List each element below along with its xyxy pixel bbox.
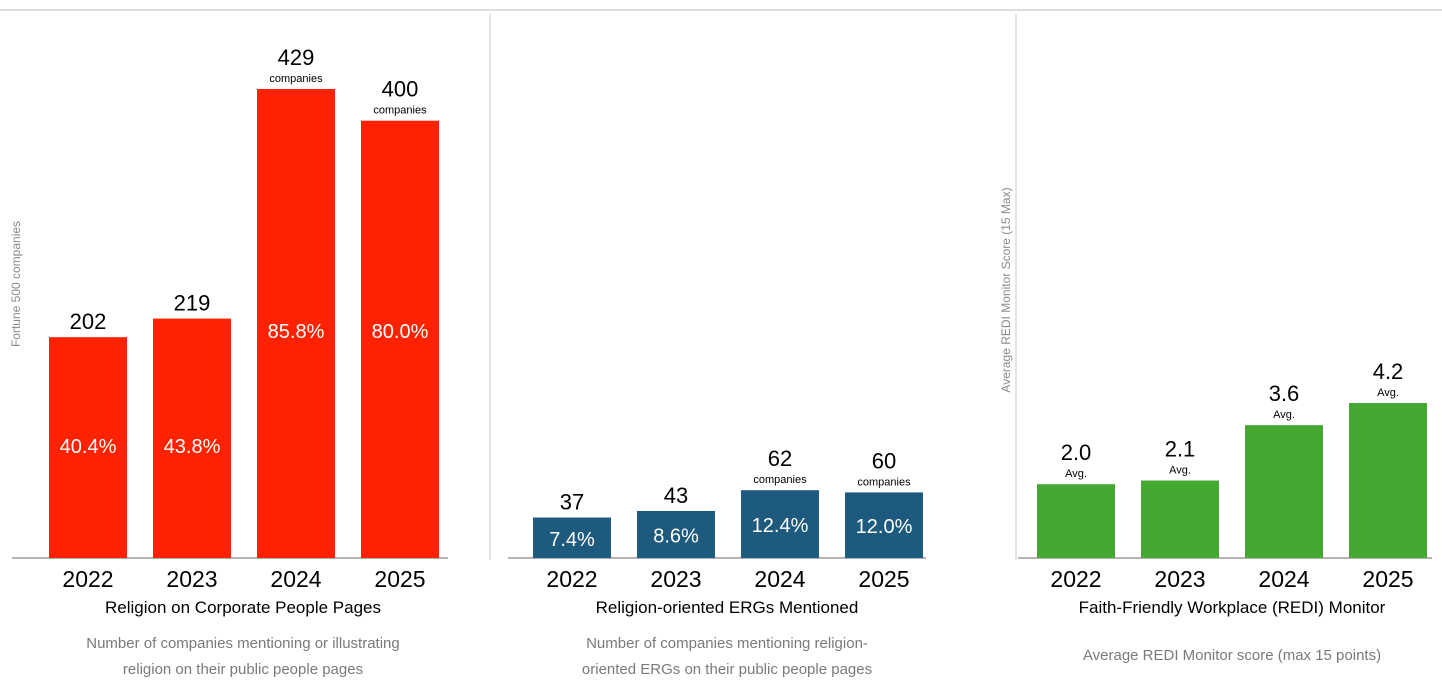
- bar-2024: [1245, 425, 1323, 558]
- x-tick-label: 2025: [1362, 566, 1413, 592]
- panel-subtitle: Number of companies mentioning religion-: [586, 635, 868, 652]
- panel-subtitle: Number of companies mentioning or illust…: [86, 635, 399, 652]
- panel-subtitle: Average REDI Monitor score (max 15 point…: [1083, 647, 1381, 664]
- value-note: companies: [269, 73, 323, 85]
- x-tick-label: 2023: [166, 566, 217, 592]
- bar-2023: [1141, 480, 1219, 558]
- value-note: Avg.: [1065, 468, 1087, 480]
- panel-title: Faith-Friendly Workplace (REDI) Monitor: [1079, 598, 1386, 617]
- value-note: companies: [373, 105, 427, 117]
- value-label: 62: [768, 446, 792, 471]
- x-tick-label: 2024: [754, 566, 805, 592]
- percent-label: 43.8%: [164, 436, 221, 458]
- bar-2024: [257, 89, 335, 558]
- panel-subtitle: religion on their public people pages: [123, 661, 363, 678]
- value-label: 2.0: [1061, 440, 1092, 465]
- value-label: 4.2: [1373, 359, 1404, 384]
- x-tick-label: 2024: [1258, 566, 1309, 592]
- percent-label: 85.8%: [268, 321, 325, 343]
- x-tick-label: 2025: [374, 566, 425, 592]
- chart-panel-2: 37 7.4% 2022 43 8.6% 2023 62 companies 12.4% 2024…: [508, 446, 926, 678]
- panel-title: Religion on Corporate People Pages: [105, 598, 381, 617]
- bar-2025: [845, 492, 923, 558]
- chart-panel-3: Average REDI Monitor Score (15 Max) 2.0 Av…: [999, 187, 1432, 664]
- value-note: Avg.: [1169, 465, 1191, 477]
- x-tick-label: 2022: [546, 566, 597, 592]
- bar-2025: [1349, 403, 1427, 558]
- percent-label: 12.4%: [752, 515, 809, 537]
- x-tick-label: 2025: [858, 566, 909, 592]
- x-tick-label: 2022: [62, 566, 113, 592]
- percent-label: 80.0%: [372, 321, 429, 343]
- value-label: 400: [382, 77, 419, 102]
- percent-label: 7.4%: [549, 529, 595, 551]
- y-axis-label: Average REDI Monitor Score (15 Max): [999, 187, 1013, 392]
- x-tick-label: 2023: [650, 566, 701, 592]
- panel-title: Religion-oriented ERGs Mentioned: [596, 598, 859, 617]
- bar-2023: [153, 318, 231, 558]
- value-note: companies: [857, 476, 911, 488]
- value-label: 60: [872, 448, 896, 473]
- bar-2023: [637, 510, 715, 558]
- x-tick-label: 2023: [1154, 566, 1205, 592]
- value-note: Avg.: [1273, 409, 1295, 421]
- chart-panel-1: Fortune 500 companies 202 40.4% 2022 219 43.8…: [9, 45, 448, 678]
- percent-label: 12.0%: [856, 516, 913, 538]
- percent-label: 40.4%: [60, 436, 117, 458]
- value-label: 37: [560, 490, 584, 515]
- value-note: Avg.: [1377, 387, 1399, 399]
- value-label: 202: [70, 309, 107, 334]
- value-note: companies: [753, 474, 807, 486]
- bar-2022: [533, 517, 611, 558]
- bar-2025: [361, 120, 439, 558]
- bar-2022: [49, 337, 127, 558]
- bar-2024: [741, 490, 819, 558]
- y-axis-label: Fortune 500 companies: [9, 221, 23, 347]
- panel-subtitle: oriented ERGs on their public people pag…: [582, 661, 872, 678]
- value-label: 429: [278, 45, 315, 70]
- percent-label: 8.6%: [653, 525, 699, 547]
- value-label: 2.1: [1165, 437, 1196, 462]
- value-label: 3.6: [1269, 381, 1300, 406]
- x-tick-label: 2022: [1050, 566, 1101, 592]
- value-label: 43: [664, 483, 688, 508]
- bar-2022: [1037, 484, 1115, 558]
- x-tick-label: 2024: [270, 566, 321, 592]
- value-label: 219: [174, 291, 211, 316]
